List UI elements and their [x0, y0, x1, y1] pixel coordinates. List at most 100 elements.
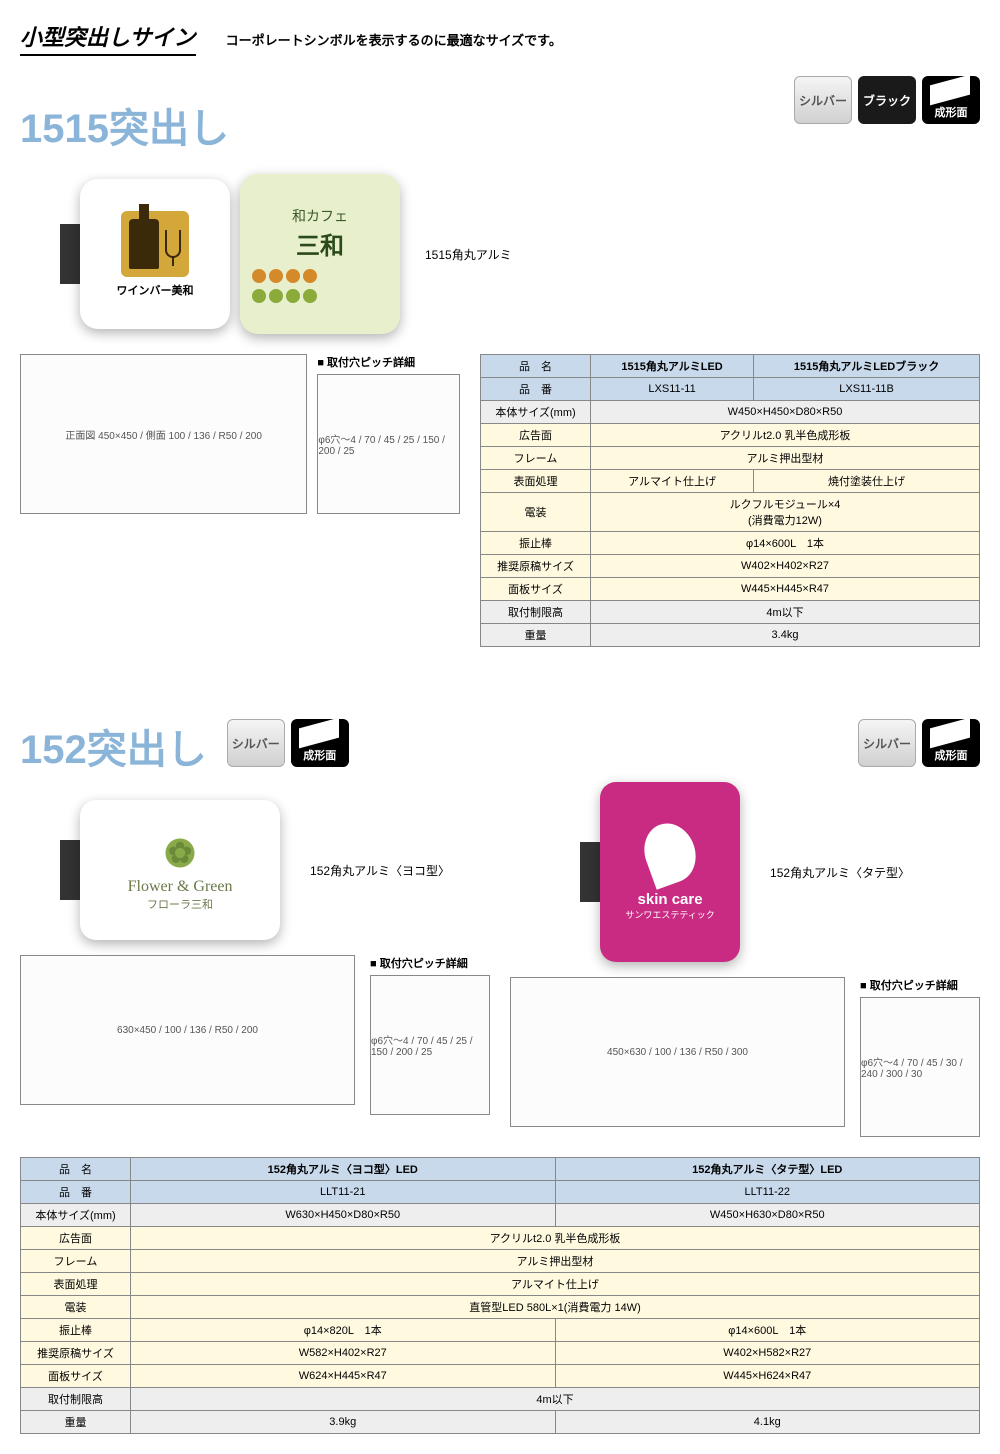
table-row-head: 電装: [481, 493, 591, 532]
section1-product-label: 1515角丸アルミ: [425, 246, 512, 263]
badge-molded: 成形面: [922, 76, 980, 124]
section2-badges-right: シルバー 成形面: [858, 719, 980, 767]
dango-icon: [252, 269, 388, 303]
section1-products: ワインバー美和 和カフェ 三和 1515角丸アルミ: [60, 174, 980, 334]
page-header: 小型突出しサイン コーポレートシンボルを表示するのに最適なサイズです。: [20, 20, 980, 56]
table-cell: アルマイト仕上げ: [591, 470, 754, 493]
section2-spec-table: 品 名152角丸アルミ〈ヨコ型〉LED152角丸アルミ〈タテ型〉LED品 番LL…: [20, 1157, 980, 1434]
table-cell: LLT11-21: [131, 1181, 556, 1204]
wine-icon: [121, 211, 189, 277]
table-row-head: 本体サイズ(mm): [481, 401, 591, 424]
section-152: 152突出し シルバー 成形面 ✿ Flower & Green フローラ三和 …: [20, 697, 980, 1434]
table-row-head: 推奨原稿サイズ: [21, 1342, 131, 1365]
flower-text2: フローラ三和: [147, 896, 213, 912]
skin-text1: skin care: [638, 891, 703, 908]
mount-bracket-icon: [580, 842, 600, 902]
badge-molded-label: 成形面: [303, 747, 336, 763]
section1-badges: シルバー ブラック 成形面: [794, 76, 980, 124]
table-row-head: 本体サイズ(mm): [21, 1204, 131, 1227]
table-cell: φ14×600L 1本: [591, 532, 980, 555]
skincare-sign: skin care サンワエステティック: [600, 782, 740, 962]
table-row-head: 振止棒: [21, 1319, 131, 1342]
table-row-head: 広告面: [21, 1227, 131, 1250]
table-header: 1515角丸アルミLED: [591, 355, 754, 378]
table-cell: 4m以下: [131, 1388, 980, 1411]
table-row-head: 品 番: [21, 1181, 131, 1204]
table-cell: W402×H582×R27: [555, 1342, 980, 1365]
table-header: 品 名: [21, 1158, 131, 1181]
label-tate: 152角丸アルミ〈タテ型〉: [770, 864, 910, 881]
flower-text1: Flower & Green: [128, 878, 233, 896]
skin-text2: サンワエステティック: [625, 908, 714, 921]
table-cell: W402×H402×R27: [591, 555, 980, 578]
table-row-head: フレーム: [481, 447, 591, 470]
wine-text: ワインバー美和: [117, 282, 194, 298]
table-cell: ルクフルモジュール×4 (消費電力12W): [591, 493, 980, 532]
table-cell: アルミ押出型材: [131, 1250, 980, 1273]
badge-molded-label: 成形面: [935, 104, 968, 120]
section2-badges-left: シルバー 成形面: [227, 719, 349, 767]
table-row-head: 品 番: [481, 378, 591, 401]
cafe-line1: 和カフェ: [292, 206, 348, 226]
section1-spec-table: 品 名1515角丸アルミLED1515角丸アルミLEDブラック品 番LXS11-…: [480, 354, 980, 647]
section-1515: 1515突出し シルバー ブラック 成形面 ワインバー美和 和カフェ 三和 15…: [20, 76, 980, 647]
subtitle: コーポレートシンボルを表示するのに最適なサイズです。: [226, 30, 562, 49]
table-cell: 4.1kg: [555, 1411, 980, 1434]
table-row-head: 取付制限高: [481, 601, 591, 624]
flower-icon: ✿: [155, 828, 205, 878]
table-cell: 直管型LED 580L×1(消費電力 14W): [131, 1296, 980, 1319]
pitch-title: ■ 取付穴ピッチ詳細: [860, 977, 980, 993]
main-title: 小型突出しサイン: [20, 20, 196, 56]
table-row-head: 面板サイズ: [481, 578, 591, 601]
table-cell: アルマイト仕上げ: [131, 1273, 980, 1296]
table-row-head: 重量: [481, 624, 591, 647]
table-cell: アルミ押出型材: [591, 447, 980, 470]
badge-silver: シルバー: [227, 719, 285, 767]
table-row-head: フレーム: [21, 1250, 131, 1273]
table-cell: W582×H402×R27: [131, 1342, 556, 1365]
table-row-head: 広告面: [481, 424, 591, 447]
section2-title: 152突出し: [20, 717, 207, 775]
table-cell: 4m以下: [591, 601, 980, 624]
table-row-head: 表面処理: [481, 470, 591, 493]
table-row-head: 面板サイズ: [21, 1365, 131, 1388]
wine-sign: ワインバー美和: [80, 179, 230, 329]
table-cell: LXS11-11B: [754, 378, 980, 401]
label-yoko: 152角丸アルミ〈ヨコ型〉: [310, 862, 450, 879]
badge-molded: 成形面: [291, 719, 349, 767]
section2-diagram-yoko-pitch: φ6穴～4 / 70 / 45 / 25 / 150 / 200 / 25: [370, 975, 490, 1115]
table-cell: 3.4kg: [591, 624, 980, 647]
flower-sign: ✿ Flower & Green フローラ三和: [80, 800, 280, 940]
table-cell: W445×H624×R47: [555, 1365, 980, 1388]
table-header: 品 名: [481, 355, 591, 378]
table-cell: アクリルt2.0 乳半色成形板: [131, 1227, 980, 1250]
table-cell: 3.9kg: [131, 1411, 556, 1434]
table-cell: W450×H630×D80×R50: [555, 1204, 980, 1227]
table-cell: W445×H445×R47: [591, 578, 980, 601]
section1-diagram-pitch: φ6穴～4 / 70 / 45 / 25 / 150 / 200 / 25: [317, 374, 460, 514]
cafe-line2: 三和: [296, 226, 344, 261]
badge-silver: シルバー: [794, 76, 852, 124]
badge-molded: 成形面: [922, 719, 980, 767]
table-header: 152角丸アルミ〈ヨコ型〉LED: [131, 1158, 556, 1181]
section1-diagram-front: 正面図 450×450 / 側面 100 / 136 / R50 / 200: [20, 354, 307, 514]
section2-diagram-tate: 450×630 / 100 / 136 / R50 / 300: [510, 977, 845, 1127]
section2-diagram-yoko: 630×450 / 100 / 136 / R50 / 200: [20, 955, 355, 1105]
section1-title: 1515突出し: [20, 96, 229, 154]
table-row-head: 電装: [21, 1296, 131, 1319]
table-cell: LLT11-22: [555, 1181, 980, 1204]
table-row-head: 取付制限高: [21, 1388, 131, 1411]
pitch-title: ■ 取付穴ピッチ詳細: [317, 354, 460, 370]
face-icon: [645, 823, 695, 883]
section2-diagram-tate-pitch: φ6穴～4 / 70 / 45 / 30 / 240 / 300 / 30: [860, 997, 980, 1137]
table-row-head: 推奨原稿サイズ: [481, 555, 591, 578]
table-cell: LXS11-11: [591, 378, 754, 401]
cafe-sign: 和カフェ 三和: [240, 174, 400, 334]
table-header: 152角丸アルミ〈タテ型〉LED: [555, 1158, 980, 1181]
table-row-head: 振止棒: [481, 532, 591, 555]
badge-molded-label: 成形面: [935, 747, 968, 763]
table-cell: φ14×600L 1本: [555, 1319, 980, 1342]
mount-bracket-icon: [60, 840, 80, 900]
pitch-title: ■ 取付穴ピッチ詳細: [370, 955, 490, 971]
table-row-head: 表面処理: [21, 1273, 131, 1296]
